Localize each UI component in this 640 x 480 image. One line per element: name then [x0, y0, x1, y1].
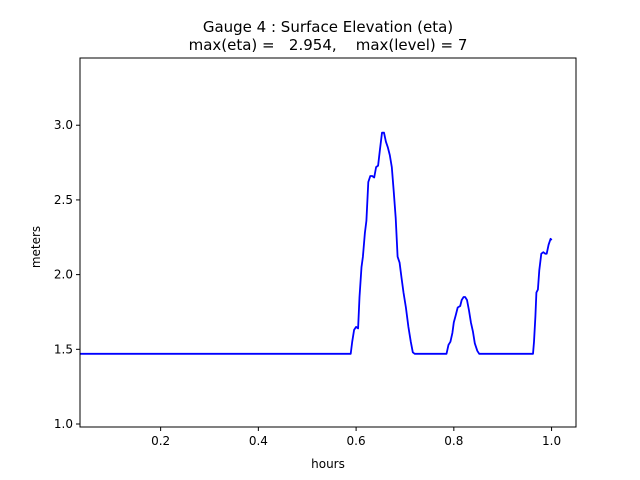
y-tick-label: 2.5 — [54, 193, 73, 207]
x-axis-label: hours — [311, 457, 345, 471]
y-tick-label: 2.0 — [54, 268, 73, 282]
x-tick-label: 0.4 — [249, 434, 268, 448]
y-tick-label: 1.5 — [54, 342, 73, 356]
x-tick-label: 1.0 — [542, 434, 561, 448]
plot-frame — [79, 57, 577, 428]
plot-area: 0.2 0.4 0.6 0.8 1.0 1.0 1.5 2.0 2.5 3.0 — [54, 57, 577, 448]
x-tick-label: 0.2 — [151, 434, 170, 448]
x-tick-label: 0.6 — [347, 434, 366, 448]
series-line-0 — [80, 131, 553, 355]
chart-title-line-2: max(eta) = 2.954, max(level) = 7 — [189, 36, 468, 54]
y-tick-label: 1.0 — [54, 417, 73, 431]
y-tick-label: 3.0 — [54, 118, 73, 132]
chart-title-line-1: Gauge 4 : Surface Elevation (eta) — [203, 18, 453, 36]
x-tick-label: 0.8 — [444, 434, 463, 448]
y-axis-label: meters — [29, 226, 43, 268]
